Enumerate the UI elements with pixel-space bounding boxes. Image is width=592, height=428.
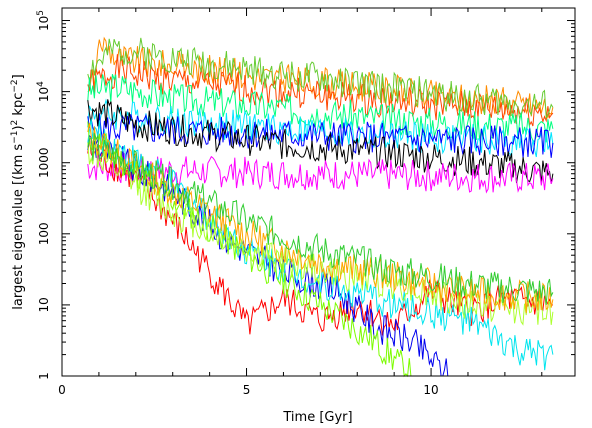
series-line <box>87 54 554 127</box>
y-tick-label: 100 <box>37 222 51 245</box>
series-line <box>87 134 450 377</box>
x-axis-ticks: 0 5 10 <box>58 8 543 397</box>
series-line <box>87 133 554 306</box>
y-label-exp3: −2 <box>10 79 20 92</box>
series-line <box>87 142 554 326</box>
y-tick-label: 10 <box>37 297 51 312</box>
series-line <box>87 37 554 120</box>
x-tick-label: 0 <box>58 383 66 397</box>
x-tick-label: 5 <box>243 383 251 397</box>
y-axis-ticks: 1 10 100 1000 104 105 <box>36 10 575 380</box>
series-line <box>87 98 554 159</box>
series-line <box>87 123 554 314</box>
series-line <box>87 99 554 184</box>
x-axis-label: Time [Gyr] <box>282 410 352 425</box>
series-line <box>87 152 554 194</box>
x-tick-label: 10 <box>423 383 438 397</box>
y-tick-label: 104 <box>36 81 51 102</box>
plot-series <box>87 36 554 378</box>
series-line <box>87 137 553 336</box>
y-label-post: ] <box>11 74 26 79</box>
series-line <box>87 118 554 371</box>
y-label-exp2: 2 <box>10 120 20 126</box>
plot-frame <box>61 7 576 377</box>
y-label-mid2: kpc <box>11 93 26 120</box>
y-axis-label: largest eigenvalue [(km s−1)2 kpc−2] <box>10 74 26 309</box>
y-label-pre: largest eigenvalue [(km s <box>11 144 26 310</box>
y-tick-label: 1 <box>37 372 51 380</box>
y-tick-label: 1000 <box>37 147 51 178</box>
y-label-exp1: −1 <box>10 131 20 144</box>
y-label-mid: ) <box>11 125 26 130</box>
y-tick-label: 105 <box>36 10 51 31</box>
